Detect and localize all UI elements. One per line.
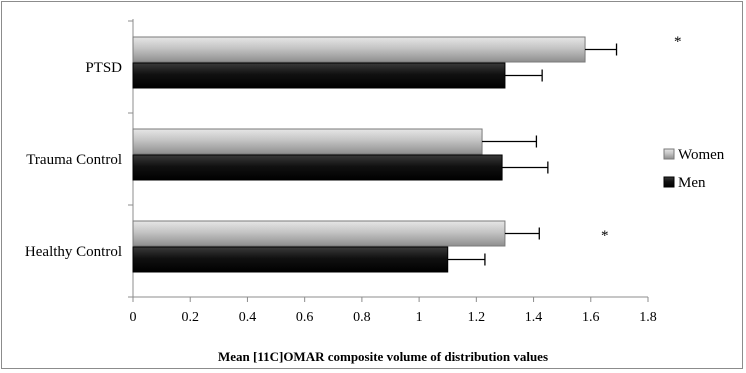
x-tick-label: 1 [416, 310, 423, 325]
legend-swatch-women [663, 148, 675, 160]
bar-men [132, 246, 449, 273]
legend-label-women: Women [678, 147, 725, 163]
category-label: Healthy Control [25, 244, 122, 260]
bar-women [132, 220, 506, 247]
legend: Women Men [663, 147, 725, 191]
x-tick-label: 1.4 [525, 310, 543, 325]
x-tick-label: 0.2 [181, 310, 199, 325]
x-tick-label: 0 [130, 310, 137, 325]
bar-women [132, 128, 483, 155]
bar-men [132, 154, 503, 181]
x-tick-label: 1.8 [639, 310, 657, 325]
x-tick-label: 0.8 [353, 310, 371, 325]
labels: 0 0.2 0.4 0.6 0.8 1 1.2 1.4 1.6 1.8 Mean [11C]OMAR… [25, 34, 682, 364]
bar-men [132, 62, 506, 89]
x-tick-label: 0.6 [296, 310, 314, 325]
x-axis-title: Mean [11C]OMAR composite volume of distr… [218, 349, 548, 364]
bars [132, 36, 586, 273]
legend-swatch-men [663, 176, 675, 188]
category-label: PTSD [85, 60, 122, 76]
bar-women [132, 36, 586, 63]
category-label: Trauma Control [26, 152, 122, 168]
legend-label-men: Men [678, 175, 706, 191]
x-tick-label: 0.4 [239, 310, 257, 325]
x-tick-label: 1.2 [468, 310, 486, 325]
x-tick-label: 1.6 [582, 310, 600, 325]
significance-asterisk: * [674, 34, 682, 50]
error-bars [447, 43, 618, 266]
significance-asterisk: * [601, 228, 609, 244]
